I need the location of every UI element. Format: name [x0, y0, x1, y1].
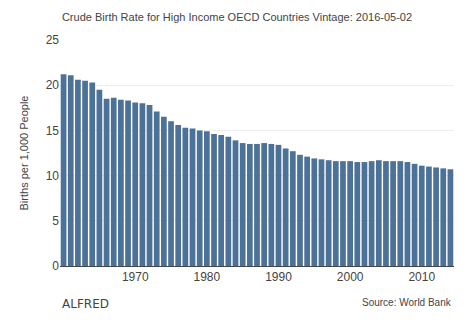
svg-text:1970: 1970 [122, 270, 149, 284]
svg-text:10: 10 [46, 169, 60, 183]
svg-text:1980: 1980 [193, 270, 220, 284]
svg-text:20: 20 [46, 78, 60, 92]
svg-text:2000: 2000 [337, 270, 364, 284]
svg-text:Births per 1,000 People: Births per 1,000 People [18, 96, 30, 211]
svg-text:Source: World Bank: Source: World Bank [362, 297, 452, 308]
svg-text:1990: 1990 [265, 270, 292, 284]
svg-text:5: 5 [52, 214, 59, 228]
svg-text:15: 15 [46, 124, 60, 138]
svg-text:0: 0 [52, 259, 59, 273]
svg-text:Crude Birth Rate for High Inco: Crude Birth Rate for High Income OECD Co… [62, 11, 412, 23]
svg-text:2010: 2010 [408, 270, 435, 284]
svg-text:ALFRED: ALFRED [62, 297, 109, 311]
svg-text:25: 25 [46, 33, 60, 47]
